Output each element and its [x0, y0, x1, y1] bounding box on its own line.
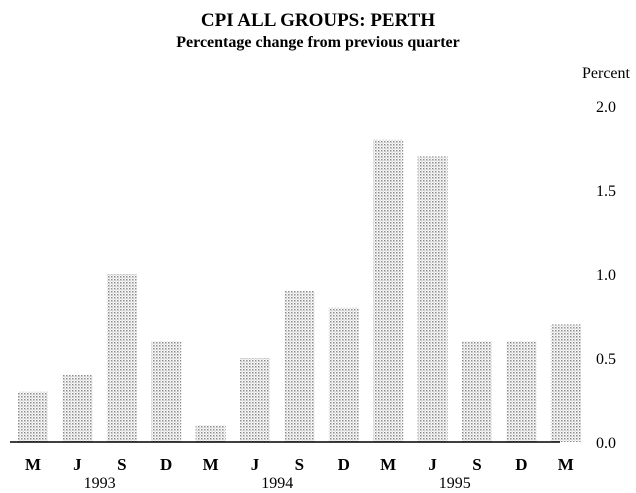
bars [18, 139, 581, 442]
y-tick-label: 0.0 [596, 435, 616, 452]
bar [151, 341, 182, 442]
x-tick-label: J [428, 455, 437, 474]
x-tick-label: S [295, 455, 304, 474]
y-tick-label: 1.5 [596, 183, 616, 200]
bar [62, 374, 93, 442]
y-axis-label: Percent [582, 65, 631, 82]
y-tick-label: 1.0 [596, 267, 616, 284]
y-tick-label: 0.5 [596, 351, 616, 368]
x-tick-label: M [203, 455, 219, 474]
chart-subtitle: Percentage change from previous quarter [176, 34, 460, 51]
year-label: 1994 [261, 475, 293, 492]
y-tick-label: 2.0 [596, 99, 616, 116]
x-tick-label: J [251, 455, 260, 474]
bar [373, 139, 404, 442]
x-tick-label: D [515, 455, 527, 474]
bar [195, 425, 226, 442]
x-tick-label: D [338, 455, 350, 474]
bar [417, 156, 448, 442]
x-tick-label: D [160, 455, 172, 474]
x-tick-label: J [73, 455, 82, 474]
x-tick-label: M [558, 455, 574, 474]
x-tick-label: M [380, 455, 396, 474]
bar [106, 274, 137, 442]
year-label: 1993 [84, 475, 116, 492]
bar [506, 341, 537, 442]
bar [328, 307, 359, 442]
bar [462, 341, 492, 442]
bar [18, 391, 48, 442]
x-tick-label: M [25, 455, 41, 474]
x-tick-label: S [117, 455, 126, 474]
y-ticks: 2.0 1.5 1.0 0.5 0.0 [596, 99, 616, 452]
bar [284, 290, 315, 442]
x-years: 1993 1994 1995 [84, 475, 471, 492]
x-tick-label: S [472, 455, 481, 474]
chart-title: CPI ALL GROUPS: PERTH [201, 10, 435, 31]
bar [240, 358, 270, 442]
year-label: 1995 [439, 475, 471, 492]
bar [550, 324, 581, 442]
